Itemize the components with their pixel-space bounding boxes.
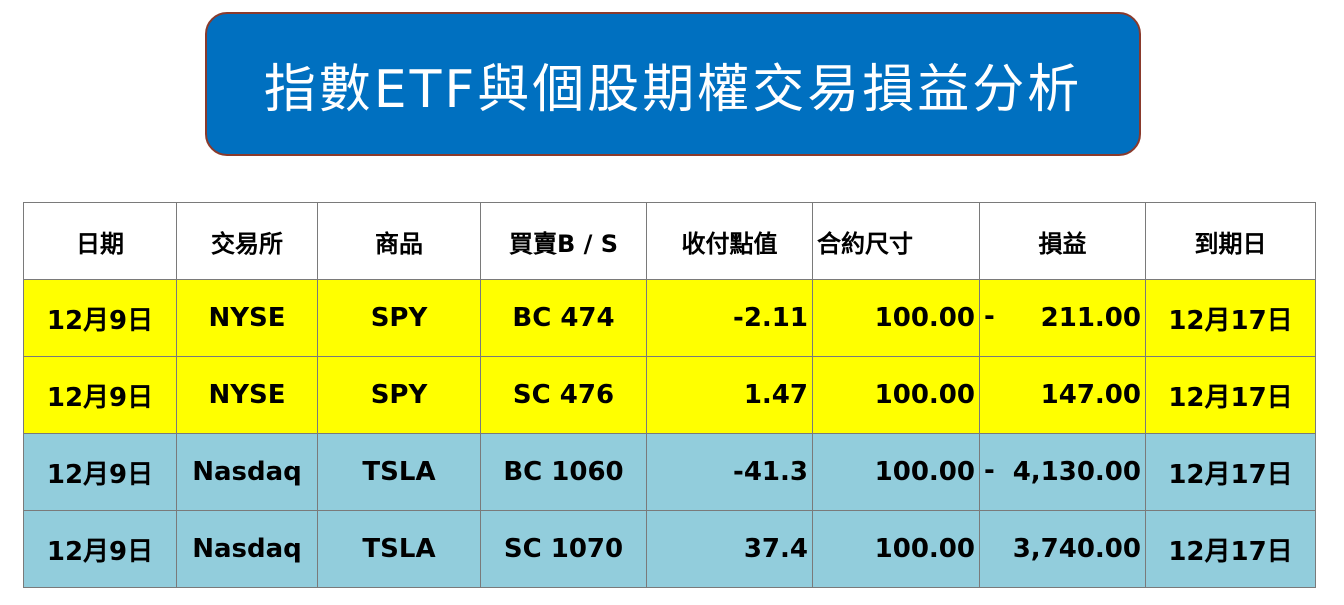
title-banner: 指數ETF與個股期權交易損益分析 — [205, 12, 1141, 156]
cell-exchange: Nasdaq — [176, 510, 318, 588]
header-buy-sell: 買賣B / S — [480, 202, 647, 280]
options-pnl-table: 日期 交易所 商品 買賣B / S 收付點值 合約尺寸 損益 到期日 12月9日… — [23, 202, 1316, 588]
table-row: 12月9日 NYSE SPY SC 476 1.47 100.00 147.00… — [23, 356, 1316, 434]
cell-points: -41.3 — [646, 433, 813, 511]
header-expiry: 到期日 — [1145, 202, 1316, 280]
cell-expiry: 12月17日 — [1145, 510, 1316, 588]
cell-points: 1.47 — [646, 356, 813, 434]
header-exchange: 交易所 — [176, 202, 318, 280]
header-date: 日期 — [23, 202, 177, 280]
header-contract-size: 合約尺寸 — [812, 202, 980, 280]
cell-product: SPY — [317, 356, 481, 434]
cell-product: SPY — [317, 279, 481, 357]
pnl-sign: - — [984, 301, 995, 332]
cell-pnl: 3,740.00 — [979, 510, 1146, 588]
cell-expiry: 12月17日 — [1145, 279, 1316, 357]
header-product: 商品 — [317, 202, 481, 280]
cell-buy-sell: BC 474 — [480, 279, 647, 357]
cell-contract-size: 100.00 — [812, 356, 980, 434]
table-row: 12月9日 Nasdaq TSLA SC 1070 37.4 100.00 3,… — [23, 510, 1316, 588]
header-pnl: 損益 — [979, 202, 1146, 280]
cell-date: 12月9日 — [23, 356, 177, 434]
pnl-value: 3,740.00 — [1012, 534, 1141, 564]
cell-product: TSLA — [317, 433, 481, 511]
cell-points: 37.4 — [646, 510, 813, 588]
pnl-value: 4,130.00 — [1012, 457, 1141, 487]
cell-pnl: - 211.00 — [979, 279, 1146, 357]
table-row: 12月9日 Nasdaq TSLA BC 1060 -41.3 100.00 -… — [23, 433, 1316, 511]
cell-contract-size: 100.00 — [812, 510, 980, 588]
cell-contract-size: 100.00 — [812, 279, 980, 357]
cell-date: 12月9日 — [23, 279, 177, 357]
cell-expiry: 12月17日 — [1145, 433, 1316, 511]
header-points: 收付點值 — [646, 202, 813, 280]
cell-product: TSLA — [317, 510, 481, 588]
pnl-sign: - — [984, 455, 995, 486]
cell-pnl: - 4,130.00 — [979, 433, 1146, 511]
cell-exchange: Nasdaq — [176, 433, 318, 511]
cell-contract-size: 100.00 — [812, 433, 980, 511]
cell-buy-sell: SC 1070 — [480, 510, 647, 588]
cell-points: -2.11 — [646, 279, 813, 357]
cell-exchange: NYSE — [176, 279, 318, 357]
page-title: 指數ETF與個股期權交易損益分析 — [263, 59, 1083, 120]
cell-date: 12月9日 — [23, 510, 177, 588]
cell-buy-sell: BC 1060 — [480, 433, 647, 511]
cell-pnl: 147.00 — [979, 356, 1146, 434]
pnl-value: 147.00 — [1040, 380, 1141, 410]
pnl-value: 211.00 — [1040, 303, 1141, 333]
table-row: 12月9日 NYSE SPY BC 474 -2.11 100.00 - 211… — [23, 279, 1316, 357]
cell-exchange: NYSE — [176, 356, 318, 434]
cell-date: 12月9日 — [23, 433, 177, 511]
header-row: 日期 交易所 商品 買賣B / S 收付點值 合約尺寸 損益 到期日 — [23, 202, 1316, 280]
cell-expiry: 12月17日 — [1145, 356, 1316, 434]
cell-buy-sell: SC 476 — [480, 356, 647, 434]
